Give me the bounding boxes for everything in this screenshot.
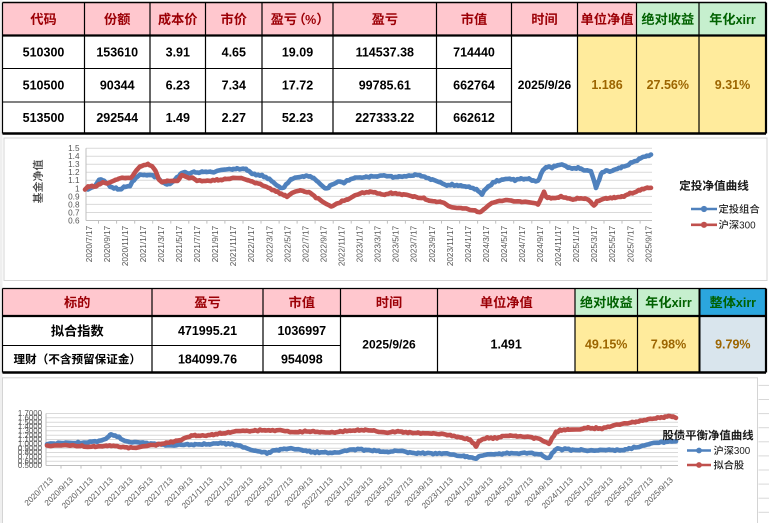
svg-text:xirr: xirr [736,13,756,27]
svg-text:662612: 662612 [453,111,495,125]
svg-text:1.1: 1.1 [68,176,80,185]
svg-text:2024/3/17: 2024/3/17 [482,225,491,262]
svg-text:2020/11/17: 2020/11/17 [121,225,130,266]
svg-text:0.6000: 0.6000 [18,457,43,466]
svg-text:0.9000: 0.9000 [18,444,43,453]
svg-text:0.5000: 0.5000 [18,461,43,470]
svg-text:1.5: 1.5 [68,144,80,153]
svg-text:2025/9/26: 2025/9/26 [362,338,416,352]
svg-text:300: 300 [739,220,756,231]
svg-text:2022/5/17: 2022/5/17 [283,225,292,262]
svg-text:6.23: 6.23 [166,79,190,93]
svg-text:2021/1/17: 2021/1/17 [139,225,148,262]
svg-text:1.186: 1.186 [591,78,622,92]
svg-text:2023/1/17: 2023/1/17 [356,225,365,262]
svg-text:2022/1/17: 2022/1/17 [247,225,256,262]
svg-text:2024/7/17: 2024/7/17 [518,225,527,262]
svg-text:513500: 513500 [23,111,65,125]
svg-text:2021/7/17: 2021/7/17 [193,225,202,262]
svg-text:2021/5/17: 2021/5/17 [175,225,184,262]
svg-text:1.1000: 1.1000 [18,435,43,444]
svg-text:153610: 153610 [96,45,138,59]
svg-text:0.8: 0.8 [68,200,80,209]
svg-text:xirr: xirr [672,296,692,310]
svg-text:510300: 510300 [23,45,65,59]
svg-text:1.6000: 1.6000 [18,414,43,423]
svg-text:2022/9/17: 2022/9/17 [319,225,328,262]
svg-text:3.91: 3.91 [166,45,190,59]
svg-text:2020/7/17: 2020/7/17 [85,225,94,262]
svg-text:954098: 954098 [281,352,323,366]
svg-text:2025/9/26: 2025/9/26 [518,78,572,92]
svg-text:90344: 90344 [100,79,135,93]
svg-text:0.7: 0.7 [68,208,80,217]
svg-text:2.27: 2.27 [222,111,246,125]
svg-text:2021/9/17: 2021/9/17 [211,225,220,262]
svg-text:49.15%: 49.15% [585,338,627,352]
svg-text:2024/9/17: 2024/9/17 [536,225,545,262]
svg-text:7.98%: 7.98% [651,338,686,352]
svg-text:2022/7/17: 2022/7/17 [301,225,310,262]
svg-text:0.9: 0.9 [68,192,80,201]
svg-text:0.6: 0.6 [68,216,80,225]
svg-text:99785.61: 99785.61 [359,79,411,93]
svg-text:714440: 714440 [453,45,495,59]
svg-text:9.79%: 9.79% [715,338,750,352]
svg-text:300: 300 [734,446,751,457]
svg-text:1.3000: 1.3000 [18,427,43,436]
svg-text:1036997: 1036997 [277,324,326,338]
svg-text:9.31%: 9.31% [715,78,750,92]
svg-text:1.2: 1.2 [68,168,80,177]
svg-text:xirr: xirr [736,296,756,310]
svg-text:2023/9/17: 2023/9/17 [428,225,437,262]
svg-text:2023/5/17: 2023/5/17 [392,225,401,262]
svg-text:4.65: 4.65 [222,45,246,59]
svg-text:662764: 662764 [453,79,495,93]
svg-text:%: % [305,13,316,27]
svg-text:2023/7/17: 2023/7/17 [410,225,419,262]
svg-text:227333.22: 227333.22 [355,111,414,125]
svg-text:471995.21: 471995.21 [178,324,237,338]
svg-text:2024/11/17: 2024/11/17 [554,225,563,266]
svg-text:0.8000: 0.8000 [18,448,43,457]
svg-text:0.7000: 0.7000 [18,453,43,462]
svg-text:2025/3/17: 2025/3/17 [590,225,599,262]
svg-text:1.491: 1.491 [491,338,522,352]
svg-text:1.49: 1.49 [166,111,190,125]
svg-text:2025/5/17: 2025/5/17 [608,225,617,262]
svg-text:1.4: 1.4 [68,152,80,161]
svg-text:1.4000: 1.4000 [18,422,43,431]
svg-text:184099.76: 184099.76 [178,352,237,366]
svg-text:2022/11/17: 2022/11/17 [338,225,347,266]
svg-text:2025/1/17: 2025/1/17 [572,225,581,262]
svg-text:7.34: 7.34 [222,79,246,93]
svg-text:2023/3/17: 2023/3/17 [374,225,383,262]
svg-text:1.7000: 1.7000 [18,409,43,418]
svg-text:2021/11/17: 2021/11/17 [229,225,238,266]
svg-text:1.5000: 1.5000 [18,418,43,427]
svg-text:27.56%: 27.56% [647,78,689,92]
svg-text:52.23: 52.23 [282,111,313,125]
svg-text:510500: 510500 [23,79,65,93]
svg-text:1.3: 1.3 [68,160,80,169]
svg-text:2025/9/17: 2025/9/17 [644,225,653,262]
svg-text:2020/9/17: 2020/9/17 [103,225,112,262]
svg-text:1: 1 [75,184,80,193]
svg-text:292544: 292544 [96,111,138,125]
svg-text:17.72: 17.72 [282,79,313,93]
svg-text:1.0000: 1.0000 [18,440,43,449]
svg-text:2023/11/17: 2023/11/17 [446,225,455,266]
svg-text:2025/7/17: 2025/7/17 [626,225,635,262]
svg-text:2021/3/17: 2021/3/17 [157,225,166,262]
svg-text:114537.38: 114537.38 [356,45,414,59]
svg-text:19.09: 19.09 [282,45,313,59]
svg-text:1.2000: 1.2000 [18,431,43,440]
svg-text:2024/1/17: 2024/1/17 [464,225,473,262]
svg-text:2024/5/17: 2024/5/17 [500,225,509,262]
svg-text:2022/3/17: 2022/3/17 [265,225,274,262]
